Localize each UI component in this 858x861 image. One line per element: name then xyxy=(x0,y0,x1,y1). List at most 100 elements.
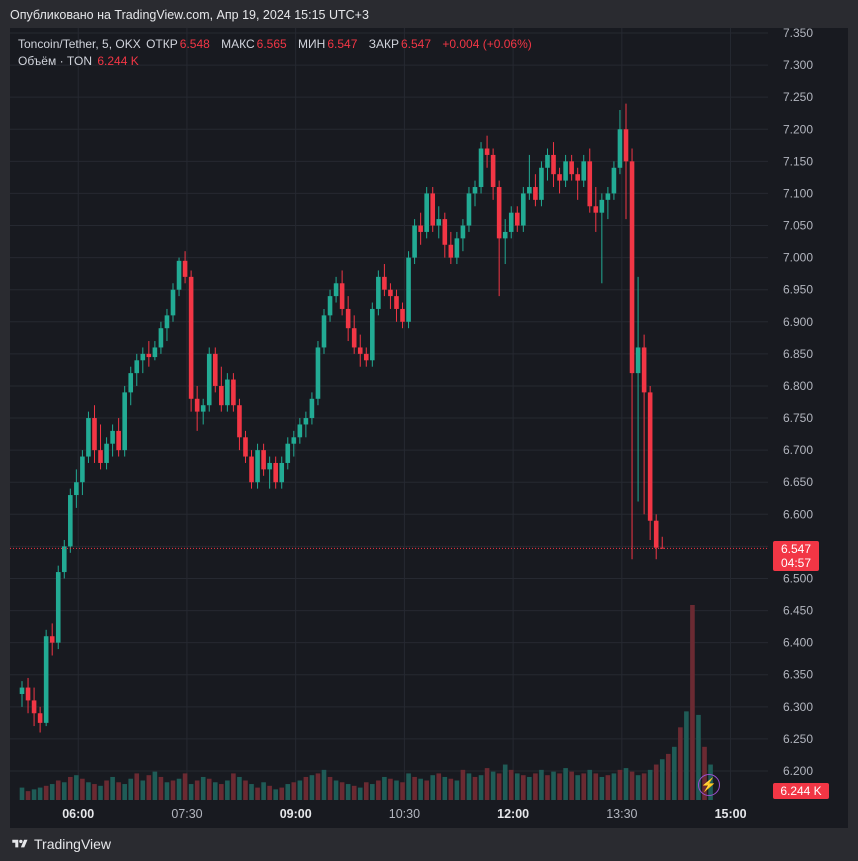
candle-body xyxy=(466,193,472,226)
price-tick-label: 6.800 xyxy=(783,379,813,393)
volume-bars xyxy=(19,605,713,800)
volume-bar xyxy=(80,778,85,800)
price-tick-label: 7.100 xyxy=(783,186,813,200)
candle-body xyxy=(98,450,103,463)
volume-bar xyxy=(267,785,272,800)
candle-body xyxy=(412,225,417,258)
candle-body xyxy=(291,437,297,444)
volume-bar xyxy=(641,773,647,800)
candle-body xyxy=(575,174,580,181)
candle-body xyxy=(37,713,43,723)
volume-bar xyxy=(684,711,689,800)
price-tick-label: 7.250 xyxy=(783,90,813,104)
volume-bar xyxy=(406,773,411,800)
volume-bar xyxy=(68,776,73,800)
volume-bar xyxy=(128,778,134,800)
candle-body xyxy=(430,193,436,226)
volume-bar xyxy=(430,775,436,800)
time-tick-label: 09:00 xyxy=(280,807,312,821)
candle-body xyxy=(267,462,272,470)
candle-body xyxy=(212,353,218,386)
candle-body xyxy=(490,154,496,188)
candle-body xyxy=(86,418,91,457)
volume-bar xyxy=(635,775,641,800)
time-axis[interactable]: 06:00 07:30 09:00 10:30 12:00 13:30 15:00 xyxy=(62,807,746,821)
candle-body xyxy=(351,328,357,348)
candle-body xyxy=(219,385,224,406)
volume-bar xyxy=(508,769,514,800)
volume-bar xyxy=(351,785,357,800)
candle-body xyxy=(321,315,327,348)
volume-bar xyxy=(460,769,466,800)
volume-bar xyxy=(55,780,61,800)
candle-body xyxy=(484,148,490,155)
candle-body xyxy=(110,430,115,444)
volume-bar xyxy=(593,773,599,800)
time-tick-label: 10:30 xyxy=(389,807,420,821)
candle-body xyxy=(225,379,230,406)
candle-body xyxy=(19,687,25,694)
candle-body xyxy=(599,199,605,213)
candle-body xyxy=(521,193,526,226)
grid-lines xyxy=(10,28,768,800)
legend-ohlc-row: Toncoin/Tether, 5, OKX ОТКР 6.548 МАКС 6.5… xyxy=(18,36,532,53)
lightning-icon[interactable]: ⚡ xyxy=(698,774,720,796)
price-tick-label: 7.300 xyxy=(783,58,813,72)
volume-bar xyxy=(225,780,230,800)
volume-bar xyxy=(424,780,429,800)
volume-bar xyxy=(696,714,701,800)
candle-body xyxy=(182,260,188,277)
last-price-value: 6.547 xyxy=(780,542,812,556)
legend-symbol[interactable]: Toncoin/Tether, 5, OKX xyxy=(18,37,141,51)
footer-brand-label: TradingView xyxy=(34,836,112,852)
candle-body xyxy=(424,193,429,232)
legend-close-label: ЗАКР xyxy=(368,37,399,51)
volume-bar xyxy=(188,784,194,800)
candle-body xyxy=(327,296,333,316)
volume-bar xyxy=(472,776,478,800)
volume-bar xyxy=(400,782,405,800)
volume-bar xyxy=(376,780,381,800)
candle-body xyxy=(140,353,146,361)
legend: Toncoin/Tether, 5, OKX ОТКР 6.548 МАКС 6.5… xyxy=(18,36,532,70)
candle-body xyxy=(80,456,85,483)
volume-bar xyxy=(581,773,587,800)
legend-open-label: ОТКР xyxy=(146,37,178,51)
volume-bar xyxy=(25,791,31,800)
volume-bar xyxy=(448,778,454,800)
candle-body xyxy=(231,379,236,406)
candle-body xyxy=(249,456,254,483)
volume-bar xyxy=(659,759,665,800)
volume-bar xyxy=(74,775,79,800)
candle-body xyxy=(55,572,61,643)
legend-volume-label[interactable]: Объём · TON xyxy=(18,54,93,68)
candle-body xyxy=(611,167,617,194)
price-tick-label: 6.250 xyxy=(783,732,813,746)
candle-body xyxy=(303,418,309,425)
candle-body xyxy=(629,161,635,374)
volume-bar xyxy=(122,784,127,800)
volume-bar xyxy=(466,773,472,800)
volume-bar xyxy=(545,775,550,800)
published-caption: Опубликовано на TradingView.com, Апр 19,… xyxy=(10,8,369,22)
candle-body xyxy=(545,154,550,168)
candle-body xyxy=(188,276,194,399)
volume-bar xyxy=(285,784,291,800)
price-axis[interactable]: 7.350 7.300 7.250 7.200 7.150 7.100 7.050 7.000… xyxy=(783,26,813,778)
legend-low-value: 6.547 xyxy=(327,37,358,51)
candle-body xyxy=(206,353,212,406)
price-tick-label: 6.650 xyxy=(783,475,813,489)
candle-body xyxy=(418,225,423,232)
tradingview-logo-icon xyxy=(12,839,28,848)
candle-body xyxy=(382,276,387,290)
legend-change: +0.004 (+0.06%) xyxy=(442,37,532,51)
price-tick-label: 6.600 xyxy=(783,507,813,521)
price-tick-label: 7.050 xyxy=(783,219,813,233)
volume-bar xyxy=(357,787,363,800)
volume-bar xyxy=(394,780,399,800)
candle-body xyxy=(297,424,303,438)
footer-brand: TradingView xyxy=(10,836,111,852)
volume-bar xyxy=(490,771,496,800)
